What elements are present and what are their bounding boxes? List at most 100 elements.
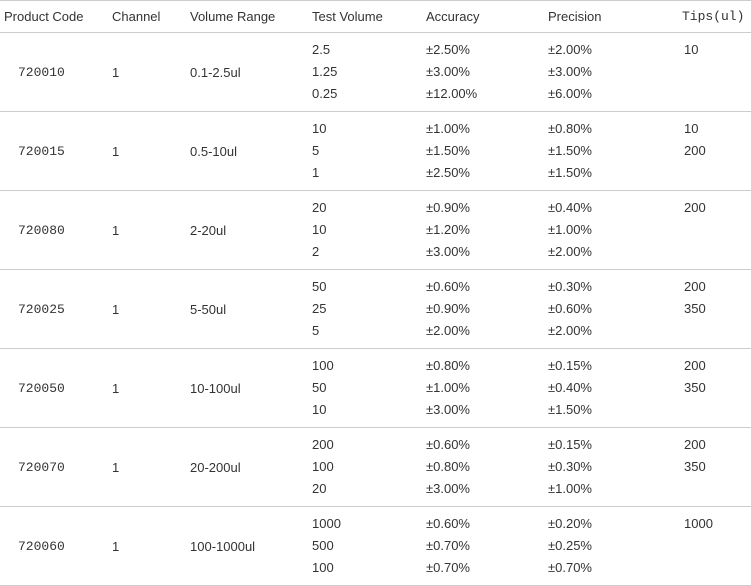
cell-channel: 1 xyxy=(108,33,186,112)
cell-precision-value: ±1.00% xyxy=(548,478,662,500)
cell-tips-value: 10 xyxy=(684,39,747,61)
cell-tips-value: 200 xyxy=(684,276,747,298)
cell-accuracy-value: ±0.90% xyxy=(426,298,540,320)
cell-channel: 1 xyxy=(108,270,186,349)
cell-tips: 200350 xyxy=(666,270,751,349)
cell-test-volume: 2.51.250.25 xyxy=(308,33,422,112)
cell-accuracy: ±0.60%±0.80%±3.00% xyxy=(422,428,544,507)
cell-tips: 1000 xyxy=(666,507,751,586)
cell-accuracy-value: ±3.00% xyxy=(426,241,540,263)
col-volume-range: Volume Range xyxy=(186,1,308,33)
col-test-volume: Test Volume xyxy=(308,1,422,33)
cell-test-volume-value: 200 xyxy=(312,434,418,456)
cell-test-volume: 20010020 xyxy=(308,428,422,507)
cell-tips: 200 xyxy=(666,191,751,270)
cell-accuracy: ±1.00%±1.50%±2.50% xyxy=(422,112,544,191)
cell-test-volume: 20102 xyxy=(308,191,422,270)
cell-accuracy-value: ±12.00% xyxy=(426,83,540,105)
cell-product-code: 720015 xyxy=(0,112,108,191)
cell-tips: 200350 xyxy=(666,349,751,428)
cell-channel: 1 xyxy=(108,428,186,507)
cell-precision-value: ±0.30% xyxy=(548,276,662,298)
cell-product-code: 720010 xyxy=(0,33,108,112)
cell-product-code: 720070 xyxy=(0,428,108,507)
table-row: 72008012-20ul20102±0.90%±1.20%±3.00%±0.4… xyxy=(0,191,751,270)
table-header-row: Product Code Channel Volume Range Test V… xyxy=(0,1,751,33)
cell-accuracy-value: ±1.20% xyxy=(426,219,540,241)
cell-test-volume-value: 5 xyxy=(312,140,418,162)
cell-precision: ±0.40%±1.00%±2.00% xyxy=(544,191,666,270)
cell-test-volume-value: 25 xyxy=(312,298,418,320)
cell-test-volume-value: 100 xyxy=(312,355,418,377)
cell-precision: ±0.30%±0.60%±2.00% xyxy=(544,270,666,349)
cell-test-volume-value: 2.5 xyxy=(312,39,418,61)
cell-product-code: 720060 xyxy=(0,507,108,586)
cell-accuracy-value: ±0.80% xyxy=(426,456,540,478)
cell-test-volume: 50255 xyxy=(308,270,422,349)
cell-volume-range: 2-20ul xyxy=(186,191,308,270)
cell-accuracy-value: ±1.00% xyxy=(426,377,540,399)
cell-accuracy-value: ±3.00% xyxy=(426,478,540,500)
cell-test-volume: 1005010 xyxy=(308,349,422,428)
cell-test-volume-value: 20 xyxy=(312,197,418,219)
cell-tips: 10 xyxy=(666,33,751,112)
col-channel: Channel xyxy=(108,1,186,33)
cell-accuracy-value: ±1.00% xyxy=(426,118,540,140)
cell-test-volume-value: 100 xyxy=(312,456,418,478)
cell-accuracy: ±0.60%±0.70%±0.70% xyxy=(422,507,544,586)
cell-precision-value: ±2.00% xyxy=(548,320,662,342)
cell-accuracy-value: ±0.70% xyxy=(426,557,540,579)
table-body: 72001010.1-2.5ul2.51.250.25±2.50%±3.00%±… xyxy=(0,33,751,586)
cell-product-code: 720080 xyxy=(0,191,108,270)
cell-accuracy-value: ±0.90% xyxy=(426,197,540,219)
cell-channel: 1 xyxy=(108,112,186,191)
cell-tips-value: 350 xyxy=(684,377,747,399)
cell-precision-value: ±0.80% xyxy=(548,118,662,140)
cell-accuracy-value: ±0.60% xyxy=(426,434,540,456)
pipette-spec-table: Product Code Channel Volume Range Test V… xyxy=(0,0,751,586)
cell-tips-value: 350 xyxy=(684,298,747,320)
cell-precision-value: ±6.00% xyxy=(548,83,662,105)
cell-test-volume-value: 10 xyxy=(312,219,418,241)
table-row: 72001510.5-10ul1051±1.00%±1.50%±2.50%±0.… xyxy=(0,112,751,191)
cell-precision-value: ±3.00% xyxy=(548,61,662,83)
table-row: 720070120-200ul20010020±0.60%±0.80%±3.00… xyxy=(0,428,751,507)
cell-test-volume-value: 20 xyxy=(312,478,418,500)
cell-test-volume-value: 1 xyxy=(312,162,418,184)
cell-channel: 1 xyxy=(108,191,186,270)
table-row: 720050110-100ul1005010±0.80%±1.00%±3.00%… xyxy=(0,349,751,428)
cell-precision-value: ±0.60% xyxy=(548,298,662,320)
cell-precision-value: ±0.70% xyxy=(548,557,662,579)
cell-precision-value: ±1.00% xyxy=(548,219,662,241)
cell-precision-value: ±0.40% xyxy=(548,377,662,399)
cell-precision: ±0.15%±0.30%±1.00% xyxy=(544,428,666,507)
cell-precision-value: ±2.00% xyxy=(548,241,662,263)
cell-accuracy-value: ±1.50% xyxy=(426,140,540,162)
cell-tips-value: 10 xyxy=(684,118,747,140)
table-row: 72002515-50ul50255±0.60%±0.90%±2.00%±0.3… xyxy=(0,270,751,349)
cell-precision: ±0.20%±0.25%±0.70% xyxy=(544,507,666,586)
table-row: 7200601100-1000ul1000500100±0.60%±0.70%±… xyxy=(0,507,751,586)
cell-accuracy-value: ±0.80% xyxy=(426,355,540,377)
cell-precision-value: ±0.15% xyxy=(548,355,662,377)
cell-test-volume-value: 10 xyxy=(312,118,418,140)
cell-precision-value: ±1.50% xyxy=(548,140,662,162)
cell-channel: 1 xyxy=(108,349,186,428)
cell-product-code: 720025 xyxy=(0,270,108,349)
cell-test-volume-value: 100 xyxy=(312,557,418,579)
cell-test-volume: 1000500100 xyxy=(308,507,422,586)
cell-test-volume-value: 500 xyxy=(312,535,418,557)
cell-tips-value: 350 xyxy=(684,456,747,478)
col-tips: Tips(ul) xyxy=(666,1,751,33)
cell-test-volume-value: 2 xyxy=(312,241,418,263)
cell-precision-value: ±1.50% xyxy=(548,399,662,421)
cell-tips-value: 200 xyxy=(684,140,747,162)
col-accuracy: Accuracy xyxy=(422,1,544,33)
cell-precision-value: ±0.30% xyxy=(548,456,662,478)
cell-precision-value: ±2.00% xyxy=(548,39,662,61)
cell-volume-range: 10-100ul xyxy=(186,349,308,428)
cell-tips: 200350 xyxy=(666,428,751,507)
cell-accuracy: ±0.90%±1.20%±3.00% xyxy=(422,191,544,270)
cell-accuracy: ±0.80%±1.00%±3.00% xyxy=(422,349,544,428)
cell-precision-value: ±0.40% xyxy=(548,197,662,219)
